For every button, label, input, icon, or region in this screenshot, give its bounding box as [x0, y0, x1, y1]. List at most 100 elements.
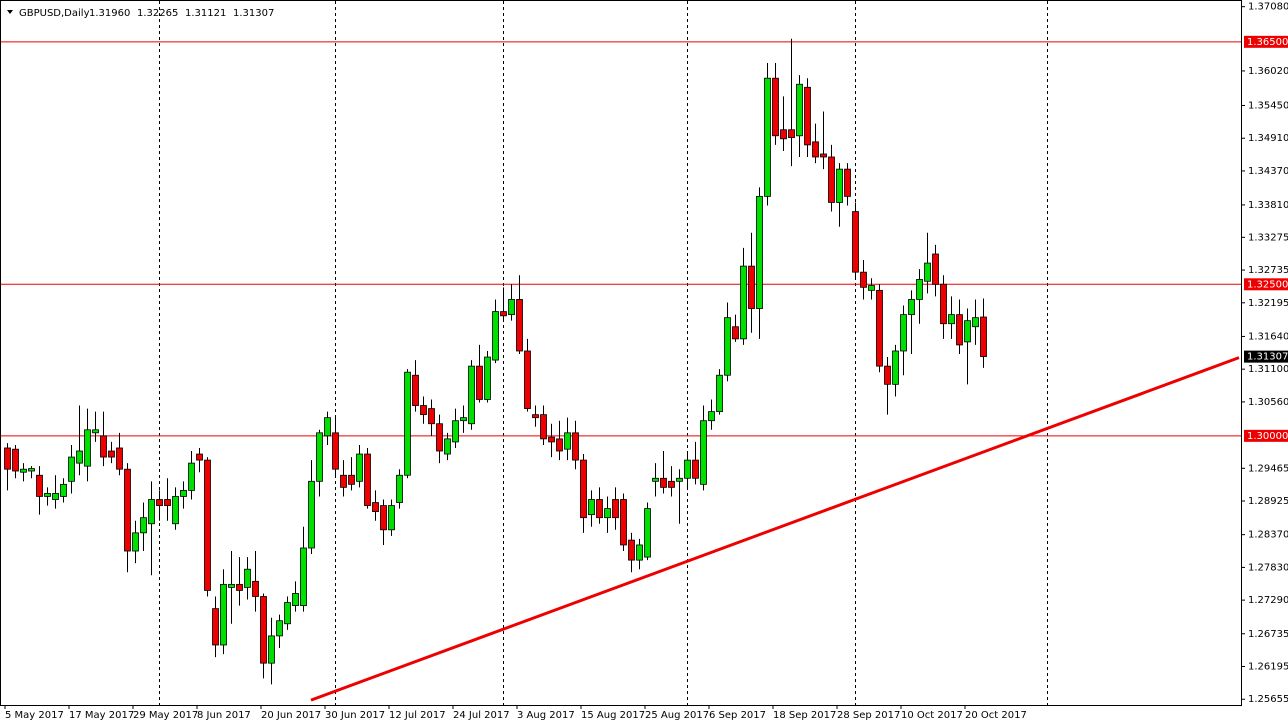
price-tag [1244, 429, 1288, 442]
candle-body [748, 265, 755, 309]
y-tick-label: 1.25655 [1248, 694, 1288, 705]
y-tick-label: 1.30560 [1248, 397, 1288, 408]
candle-body [340, 474, 347, 488]
candle-body [108, 450, 115, 458]
candle-body [196, 453, 203, 461]
price-tag [1244, 35, 1288, 48]
candle-body [836, 168, 843, 203]
price-tag-label: 1.30000 [1247, 431, 1288, 442]
menu-arrow[interactable] [7, 10, 13, 14]
candle-body [588, 499, 595, 516]
candle-body [300, 547, 307, 606]
candle-body [380, 505, 387, 531]
candle-body [252, 580, 259, 597]
x-tick-label: 20 Jun 2017 [261, 710, 321, 721]
candle-body [388, 505, 395, 531]
candle-body [676, 477, 683, 482]
candle-body [852, 211, 859, 273]
candle-body [668, 480, 675, 488]
x-tick-label: 29 May 2017 [133, 710, 198, 721]
candle-body [540, 414, 547, 440]
candle-body [556, 438, 563, 452]
candle-body [796, 83, 803, 137]
candle-body [28, 468, 35, 472]
y-tick-label: 1.34370 [1248, 166, 1288, 177]
candle-body [812, 141, 819, 158]
candle-body [84, 429, 91, 467]
candle-body [484, 356, 491, 400]
x-tick-label: 15 Aug 2017 [581, 710, 645, 721]
candle-body [52, 493, 59, 500]
y-tick-label: 1.36020 [1248, 66, 1288, 77]
candle-body [404, 371, 411, 476]
candle-body [780, 129, 787, 140]
candle-body [932, 253, 939, 285]
x-tick-label: 24 Jul 2017 [453, 710, 510, 721]
candle-body [884, 365, 891, 385]
candle-body [332, 432, 339, 470]
y-tick-label: 1.26735 [1248, 629, 1288, 640]
candle-body [916, 279, 923, 300]
y-tick-label: 1.31640 [1248, 331, 1288, 342]
candle-body [76, 450, 83, 464]
x-tick-label: 12 Jul 2017 [389, 710, 446, 721]
candle-body [596, 499, 603, 519]
y-tick-label: 1.31100 [1248, 364, 1288, 375]
candle-body [924, 262, 931, 282]
candle-body [940, 283, 947, 325]
x-tick-label: 6 Sep 2017 [709, 710, 766, 721]
candle-body [220, 583, 227, 646]
candle-body [436, 423, 443, 452]
candle-body [692, 459, 699, 479]
candle-body [908, 299, 915, 316]
candle-body [644, 508, 651, 558]
header-value: 1.31121 [185, 8, 226, 19]
candle-body [308, 480, 315, 549]
candle-body [180, 490, 187, 497]
y-tick-label: 1.28370 [1248, 530, 1288, 541]
candle-body [604, 508, 611, 519]
candle-body [212, 608, 219, 646]
candle-body [468, 365, 475, 425]
y-tick-label: 1.35450 [1248, 100, 1288, 111]
candle-body [652, 477, 659, 482]
x-tick-label: 28 Sep 2017 [837, 710, 900, 721]
x-tick-label: 25 Aug 2017 [645, 710, 709, 721]
candle-body [788, 129, 795, 139]
candle-body [444, 438, 451, 455]
x-tick-label: 30 Jun 2017 [325, 710, 385, 721]
candle-body [12, 448, 19, 472]
candle-body [60, 483, 67, 497]
y-tick-label: 1.32195 [1248, 298, 1288, 309]
candle-body [356, 453, 363, 482]
candle-body [284, 602, 291, 625]
candle-body [92, 429, 99, 434]
candle-body [764, 77, 771, 197]
candle-body [948, 314, 955, 325]
candle-body [244, 568, 251, 588]
candle-body [460, 417, 467, 422]
candle-body [492, 311, 499, 361]
candle-body [660, 477, 667, 488]
candle-body [844, 168, 851, 197]
candle-body [876, 289, 883, 367]
price-tag-label: 1.36500 [1247, 37, 1288, 48]
candle-body [740, 265, 747, 340]
candle-body [372, 502, 379, 513]
x-tick-label: 20 Oct 2017 [965, 710, 1027, 721]
x-tick-label: 17 May 2017 [69, 710, 134, 721]
candle-body [204, 459, 211, 591]
candle-body [164, 499, 171, 506]
candle-body [964, 320, 971, 343]
candle-body [772, 77, 779, 137]
candle-body [756, 196, 763, 309]
x-tick-label: 10 Oct 2017 [901, 710, 963, 721]
price-tag [1244, 278, 1288, 291]
header-value: 1.31307 [233, 8, 274, 19]
candle-body [532, 414, 539, 419]
candle-body [156, 499, 163, 506]
y-tick-label: 1.28925 [1248, 496, 1288, 507]
y-tick-label: 1.33810 [1248, 200, 1288, 211]
candle-body [716, 374, 723, 413]
